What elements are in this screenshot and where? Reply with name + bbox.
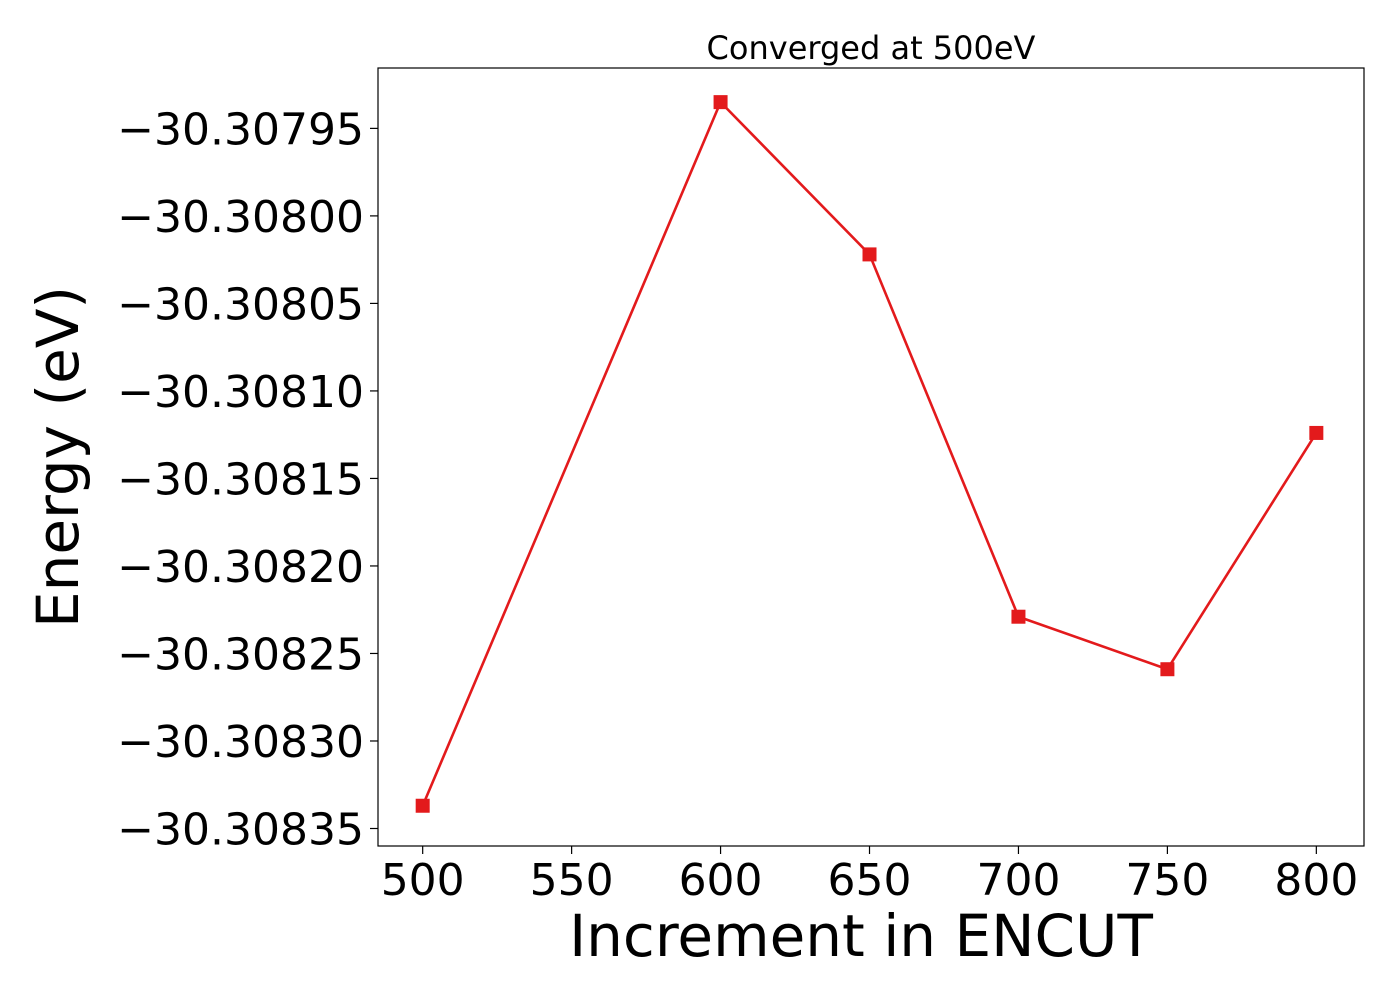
y-tick-label: −30.30795 — [117, 104, 364, 155]
x-tick-label: 600 — [679, 855, 763, 906]
x-axis-label: Increment in ENCUT — [569, 902, 1153, 970]
y-axis-label: Energy (eV) — [24, 286, 92, 628]
y-tick-label: −30.30805 — [117, 279, 364, 330]
y-axis-ticks: −30.30795 −30.30800 −30.30805 −30.30810 −30.… — [117, 104, 378, 855]
data-point-marker — [415, 798, 430, 813]
y-tick-label: −30.30830 — [117, 717, 364, 768]
x-tick-label: 750 — [1125, 855, 1209, 906]
data-point-marker — [1160, 662, 1175, 677]
x-tick-label: 650 — [828, 855, 912, 906]
data-point-marker — [862, 247, 877, 262]
y-tick-label: −30.30810 — [117, 367, 364, 418]
y-tick-label: −30.30835 — [117, 804, 364, 855]
x-tick-label: 700 — [976, 855, 1060, 906]
y-tick-label: −30.30815 — [117, 454, 364, 505]
y-tick-label: −30.30825 — [117, 629, 364, 680]
y-tick-label: −30.30800 — [117, 192, 364, 243]
x-axis-ticks: 500 550 600 650 700 750 800 — [381, 846, 1358, 906]
chart-title: Converged at 500eV — [707, 29, 1036, 67]
x-tick-label: 500 — [381, 855, 465, 906]
x-tick-label: 800 — [1274, 855, 1358, 906]
series-layer — [415, 95, 1324, 813]
x-tick-label: 550 — [530, 855, 614, 906]
y-tick-label: −30.30820 — [117, 542, 364, 593]
data-point-marker — [1309, 425, 1324, 440]
plot-area — [377, 67, 1365, 847]
data-point-marker — [1011, 609, 1026, 624]
data-point-marker — [713, 95, 728, 110]
series-line — [421, 100, 1318, 807]
